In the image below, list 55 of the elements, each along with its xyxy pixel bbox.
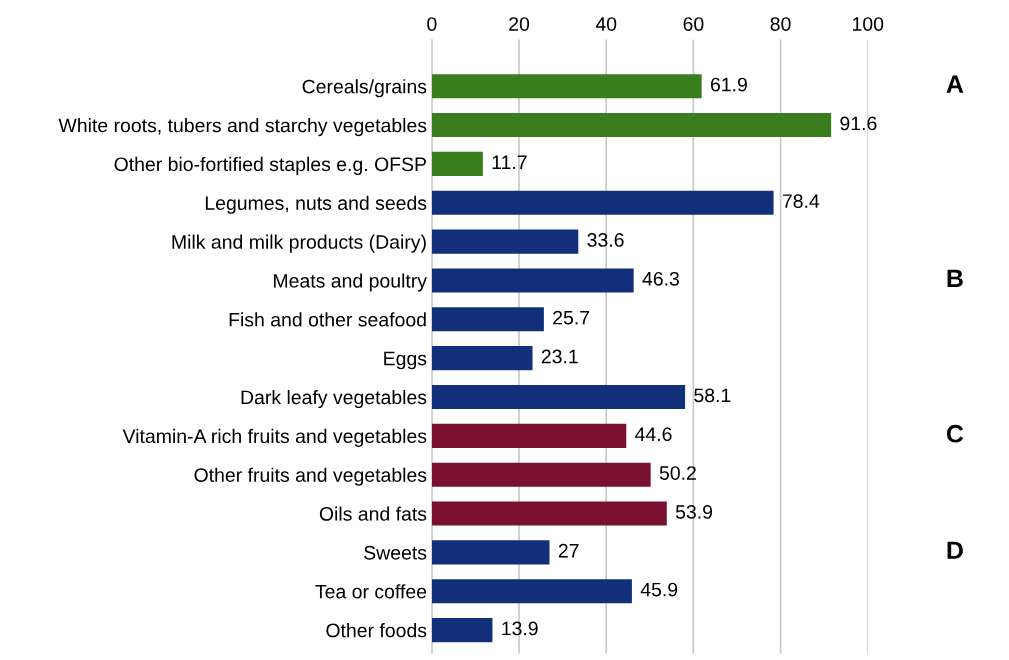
bar bbox=[431, 423, 627, 448]
data-label: 53.9 bbox=[675, 505, 713, 519]
data-label: 91.6 bbox=[840, 116, 877, 131]
bar bbox=[431, 462, 651, 487]
y-tick-label: Sweets bbox=[364, 545, 427, 560]
y-tick-label: Other bio-fortified staples e.g. OFSP bbox=[114, 156, 426, 175]
data-label: 23.1 bbox=[541, 349, 578, 364]
text: B bbox=[947, 269, 963, 287]
bar bbox=[431, 307, 544, 332]
bar bbox=[431, 74, 702, 99]
x-tick-label: 40 bbox=[595, 17, 617, 31]
data-label: 27 bbox=[558, 543, 579, 558]
data-label: 61.9 bbox=[710, 77, 747, 92]
bar bbox=[431, 190, 774, 215]
data-label: 25.7 bbox=[553, 310, 590, 325]
x-tick-label: 20 bbox=[509, 17, 530, 31]
y-tick-label: Vitamin-A rich fruits and vegetables bbox=[122, 428, 427, 447]
bar bbox=[431, 501, 667, 526]
data-label: 44.6 bbox=[635, 427, 672, 442]
x-tick-label: 60 bbox=[683, 17, 704, 31]
y-tick-label: Meats and poultry bbox=[274, 273, 427, 292]
bar bbox=[431, 113, 832, 138]
y-tick-label: White roots, tubers and starchy vegetables bbox=[58, 118, 427, 137]
bar bbox=[431, 579, 632, 604]
y-tick-label: Oils and fats bbox=[319, 506, 427, 521]
y-tick-label: Eggs bbox=[384, 351, 427, 370]
bar bbox=[431, 618, 493, 643]
text: C bbox=[946, 424, 964, 443]
x-tick-label: 100 bbox=[853, 17, 884, 31]
bar bbox=[431, 540, 550, 565]
data-label: 45.9 bbox=[640, 582, 678, 597]
data-label: 78.4 bbox=[782, 194, 820, 208]
data-label: 46.3 bbox=[642, 271, 679, 286]
y-tick-label: Milk and milk products (Dairy) bbox=[172, 234, 426, 253]
bar bbox=[431, 346, 533, 371]
y-tick-label: Cereals/grains bbox=[302, 79, 427, 98]
bar bbox=[431, 229, 579, 254]
data-label: 13.9 bbox=[502, 621, 538, 636]
y-tick-label: Other foods bbox=[326, 623, 427, 638]
x-tick-label: 0 bbox=[427, 17, 437, 31]
y-tick-label: Dark leafy vegetables bbox=[241, 389, 427, 409]
bar bbox=[431, 151, 483, 176]
x-tick-label: 80 bbox=[770, 17, 791, 31]
y-tick-label: Tea or coffee bbox=[315, 584, 427, 599]
bar bbox=[431, 268, 634, 293]
y-tick-label: Fish and other seafood bbox=[229, 312, 426, 327]
text: D bbox=[947, 541, 963, 559]
bar bbox=[431, 384, 686, 410]
y-tick-label: Other fruits and vegetables bbox=[194, 467, 427, 486]
data-label: 33.6 bbox=[587, 233, 624, 247]
y-tick-label: Legumes, nuts and seeds bbox=[205, 195, 427, 214]
data-label: 50.2 bbox=[659, 466, 696, 480]
data-label: 11.7 bbox=[492, 155, 527, 169]
data-label: 58.1 bbox=[694, 388, 731, 403]
text: A bbox=[946, 75, 964, 93]
